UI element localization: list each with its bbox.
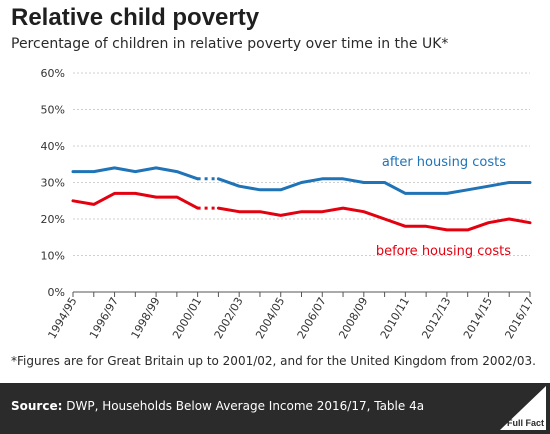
y-tick-label: 0% <box>48 286 65 299</box>
x-tick-label: 2012/13 <box>419 295 453 341</box>
y-tick-label: 20% <box>41 213 65 226</box>
chart-subtitle: Percentage of children in relative pover… <box>11 36 449 52</box>
series-line-segment <box>71 166 200 181</box>
line-chart: 0% 10% 20% 30% 40% 50% 60% 1994/95 1996/97 1998/9… <box>41 67 537 341</box>
source-bar: Source: DWP, Households Below Average In… <box>0 383 550 434</box>
x-tick-label: 2010/11 <box>378 295 412 341</box>
y-tick-label: 40% <box>41 140 65 153</box>
x-tick-label: 1996/97 <box>87 295 121 341</box>
y-tick-label: 10% <box>41 250 65 263</box>
source-detail: DWP, Households Below Average Income 201… <box>62 399 425 413</box>
y-tick-label: 60% <box>41 67 65 80</box>
series-lines <box>71 166 532 232</box>
x-tick-label: 2014/15 <box>461 295 495 341</box>
x-tick-label: 2016/17 <box>502 295 536 341</box>
x-tick-label: 2000/01 <box>170 295 204 341</box>
series-line-segment <box>71 191 200 210</box>
series-line-segment <box>216 206 532 232</box>
x-tick-label: 2006/07 <box>295 295 329 341</box>
axes: 0% 10% 20% 30% 40% 50% 60% 1994/95 1996/97 1998/9… <box>41 67 537 341</box>
series-label-before-housing-costs: before housing costs <box>376 244 511 259</box>
x-tick-label: 1998/99 <box>129 295 163 341</box>
series-line-segment <box>216 177 532 195</box>
footnote: *Figures are for Great Britain up to 200… <box>11 354 536 368</box>
x-tick-label: 2004/05 <box>253 295 287 341</box>
full-fact-logo: Full Fact <box>500 386 546 430</box>
series-labels: after housing costs before housing costs <box>376 155 511 259</box>
logo-text: Full Fact <box>507 418 544 428</box>
y-tick-label: 50% <box>41 104 65 117</box>
series-label-after-housing-costs: after housing costs <box>382 155 506 170</box>
x-tick-label: 1994/95 <box>45 295 79 341</box>
source-label: Source: <box>11 399 63 413</box>
chart-title: Relative child poverty <box>11 4 260 31</box>
x-tick-label: 2002/03 <box>212 295 246 341</box>
source-text: Source: DWP, Households Below Average In… <box>11 399 424 413</box>
x-tick-label: 2008/09 <box>336 295 370 341</box>
y-tick-label: 30% <box>41 177 65 190</box>
